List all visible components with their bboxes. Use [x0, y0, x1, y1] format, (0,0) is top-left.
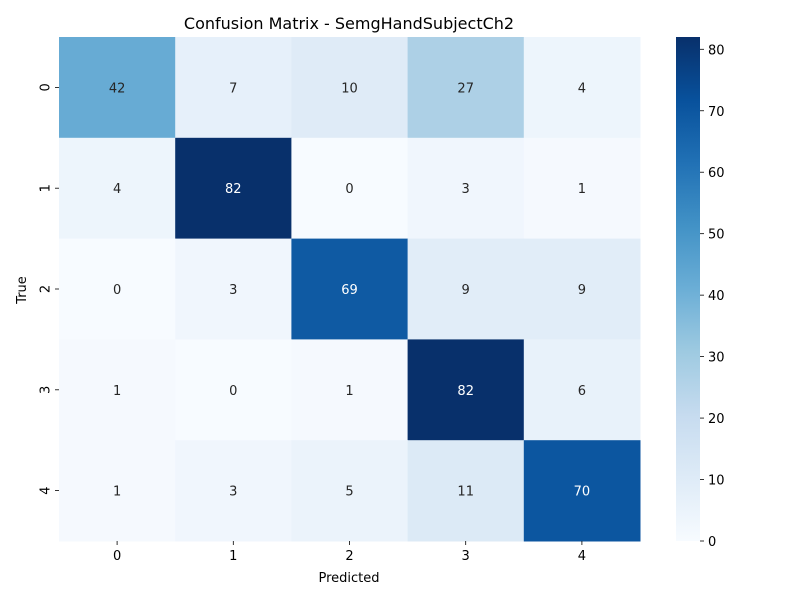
y-tick-label: 0: [39, 83, 54, 91]
heatmap-cell: [59, 238, 176, 340]
x-axis-label: Predicted: [318, 571, 379, 586]
heatmap-cell-value: 0: [113, 283, 121, 298]
heatmap-cell: [291, 37, 409, 139]
heatmap-cell: [175, 238, 292, 340]
x-axis-ticks: 0 1 2 3 4: [113, 541, 586, 564]
heatmap-cell: [523, 339, 641, 441]
heatmap-cell-value: 1: [113, 384, 121, 399]
heatmap-cell-value: 11: [457, 485, 474, 500]
colorbar-ticks: 0 10 20 30 40 50 60 70 80: [700, 43, 725, 550]
heatmap-grid: 42 7 10 27 44 82 0 3 10 3 69 9 91 0 1 82 61 3 5 11 70: [59, 37, 641, 542]
x-tick-label: 0: [113, 549, 121, 564]
colorbar-tick-label: 30: [708, 351, 725, 366]
heatmap-cell-value: 5: [345, 485, 353, 500]
heatmap-cell: [175, 339, 292, 441]
heatmap-cell: [59, 137, 176, 240]
heatmap-cell-value: 82: [457, 384, 474, 399]
y-axis-ticks: 0 1 2 3 4: [39, 83, 59, 495]
heatmap-cell-value: 1: [345, 384, 353, 399]
heatmap-cell-value: 0: [345, 182, 353, 197]
heatmap-cell: [407, 339, 525, 441]
heatmap-cell: [523, 37, 641, 139]
colorbar-tick-label: 0: [708, 535, 716, 550]
heatmap-cell: [175, 37, 292, 139]
heatmap-cell: [523, 137, 641, 240]
colorbar-tick-label: 40: [708, 289, 725, 304]
heatmap-cell-value: 10: [341, 81, 358, 96]
heatmap-cell-value: 7: [229, 81, 237, 96]
heatmap-cell-value: 9: [462, 283, 470, 298]
heatmap-cell-value: 70: [574, 485, 591, 500]
heatmap-cell: [523, 440, 641, 542]
heatmap-cell-value: 69: [341, 283, 358, 298]
y-tick-label: 2: [39, 285, 54, 293]
heatmap-cell-value: 42: [109, 81, 126, 96]
x-tick-label: 4: [578, 549, 586, 564]
colorbar-tick-label: 80: [708, 43, 725, 58]
heatmap-cell: [59, 339, 176, 441]
heatmap-cell: [407, 37, 525, 139]
heatmap-cell: [59, 440, 176, 542]
x-tick-label: 1: [229, 549, 237, 564]
colorbar: [676, 37, 700, 541]
heatmap-cell: [291, 440, 409, 542]
colorbar-tick-label: 10: [708, 474, 725, 489]
colorbar-tick-label: 60: [708, 166, 725, 181]
heatmap-cell-value: 9: [578, 283, 586, 298]
chart-title: Confusion Matrix - SemgHandSubjectCh2: [184, 14, 514, 33]
y-axis-label: True: [15, 276, 30, 305]
heatmap-cell-value: 4: [578, 81, 586, 96]
heatmap-cell-value: 6: [578, 384, 586, 399]
heatmap-cell: [291, 137, 409, 240]
heatmap-cell-value: 0: [229, 384, 237, 399]
x-tick-label: 3: [462, 549, 470, 564]
heatmap-cell-value: 27: [457, 81, 474, 96]
heatmap-cell-value: 3: [462, 182, 470, 197]
heatmap-cell-value: 4: [113, 182, 121, 197]
heatmap-cell-value: 1: [113, 485, 121, 500]
heatmap-cell-value: 3: [229, 485, 237, 500]
heatmap-cell: [407, 137, 525, 240]
heatmap-cell-value: 3: [229, 283, 237, 298]
colorbar-tick-label: 70: [708, 105, 725, 120]
colorbar-tick-label: 20: [708, 412, 725, 427]
heatmap-cell: [175, 137, 292, 240]
heatmap-cell: [407, 440, 525, 542]
colorbar-tick-label: 50: [708, 228, 725, 243]
x-tick-label: 2: [345, 549, 353, 564]
heatmap-cell: [59, 37, 176, 139]
y-tick-label: 3: [39, 386, 54, 394]
heatmap-cell: [291, 339, 409, 441]
heatmap-cell: [407, 238, 525, 340]
y-tick-label: 1: [39, 184, 54, 192]
heatmap-cell: [523, 238, 641, 340]
heatmap-cell: [291, 238, 409, 340]
heatmap-cell: [175, 440, 292, 542]
heatmap-cell-value: 82: [225, 182, 242, 197]
y-tick-label: 4: [39, 486, 54, 494]
heatmap-cell-value: 1: [578, 182, 586, 197]
